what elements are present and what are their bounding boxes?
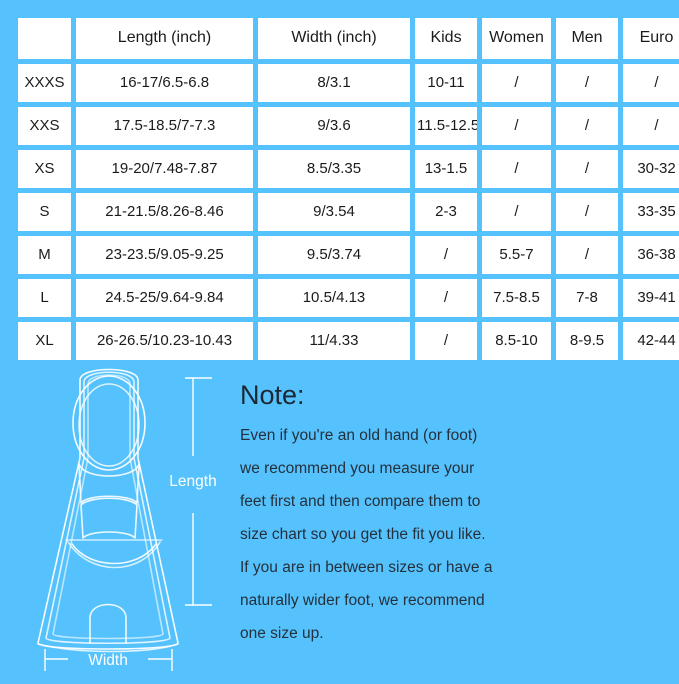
table-corner-cell	[18, 18, 71, 59]
table-row: L 24.5-25/9.64-9.84 10.5/4.13 / 7.5-8.5 …	[18, 278, 679, 317]
width-label: Width	[88, 652, 128, 669]
cell-women: /	[482, 106, 551, 145]
note-line: Even if you're an old hand (or foot)	[240, 427, 478, 444]
cell-men: /	[556, 149, 618, 188]
table-row: XS 19-20/7.48-7.87 8.5/3.35 13-1.5 / / 3…	[18, 149, 679, 188]
cell-length: 16-17/6.5-6.8	[76, 63, 253, 102]
column-header-euro: Euro	[623, 18, 679, 59]
cell-kids: 10-11	[415, 63, 477, 102]
row-size-label: XXS	[18, 106, 71, 145]
cell-width: 11/4.33	[258, 321, 410, 360]
cell-length: 24.5-25/9.64-9.84	[76, 278, 253, 317]
table-row: XXXS 16-17/6.5-6.8 8/3.1 10-11 / / /	[18, 63, 679, 102]
size-chart-table: Length (inch) Width (inch) Kids Women Me…	[13, 13, 679, 365]
cell-kids: 2-3	[415, 192, 477, 231]
note-line: we recommend you measure your	[240, 460, 475, 477]
cell-men: /	[556, 63, 618, 102]
note-title: Note:	[240, 380, 305, 410]
table-row: XL 26-26.5/10.23-10.43 11/4.33 / 8.5-10 …	[18, 321, 679, 360]
row-size-label: L	[18, 278, 71, 317]
column-header-women: Women	[482, 18, 551, 59]
cell-kids: /	[415, 321, 477, 360]
cell-women: /	[482, 63, 551, 102]
cell-women: 8.5-10	[482, 321, 551, 360]
column-header-kids: Kids	[415, 18, 477, 59]
cell-men: /	[556, 106, 618, 145]
cell-men: /	[556, 192, 618, 231]
column-header-men: Men	[556, 18, 618, 59]
note-line: If you are in between sizes or have a	[240, 559, 493, 576]
cell-length: 19-20/7.48-7.87	[76, 149, 253, 188]
size-chart-table-container: Length (inch) Width (inch) Kids Women Me…	[13, 13, 679, 365]
cell-width: 9/3.54	[258, 192, 410, 231]
swim-fin-diagram: Length Width	[20, 368, 235, 679]
cell-euro: /	[623, 63, 679, 102]
cell-men: 7-8	[556, 278, 618, 317]
cell-euro: 42-44	[623, 321, 679, 360]
length-label: Length	[169, 473, 216, 490]
cell-kids: /	[415, 235, 477, 274]
swim-fin-illustration: Length Width	[37, 368, 217, 671]
table-row: XXS 17.5-18.5/7-7.3 9/3.6 11.5-12.5 / / …	[18, 106, 679, 145]
cell-euro: 33-35	[623, 192, 679, 231]
cell-width: 10.5/4.13	[258, 278, 410, 317]
column-header-length: Length (inch)	[76, 18, 253, 59]
note-line: size chart so you get the fit you like.	[240, 526, 486, 543]
row-size-label: S	[18, 192, 71, 231]
cell-width: 9/3.6	[258, 106, 410, 145]
cell-kids: /	[415, 278, 477, 317]
row-size-label: XXXS	[18, 63, 71, 102]
table-row: M 23-23.5/9.05-9.25 9.5/3.74 / 5.5-7 / 3…	[18, 235, 679, 274]
cell-length: 17.5-18.5/7-7.3	[76, 106, 253, 145]
table-header-row: Length (inch) Width (inch) Kids Women Me…	[18, 18, 679, 59]
cell-width: 8/3.1	[258, 63, 410, 102]
cell-women: 7.5-8.5	[482, 278, 551, 317]
cell-men: 8-9.5	[556, 321, 618, 360]
cell-women: /	[482, 192, 551, 231]
cell-width: 9.5/3.74	[258, 235, 410, 274]
cell-women: /	[482, 149, 551, 188]
cell-width: 8.5/3.35	[258, 149, 410, 188]
cell-euro: 39-41	[623, 278, 679, 317]
lower-panel: Length Width Note: Even if you're an old…	[0, 368, 679, 679]
cell-euro: 30-32	[623, 149, 679, 188]
row-size-label: XS	[18, 149, 71, 188]
cell-women: 5.5-7	[482, 235, 551, 274]
cell-length: 23-23.5/9.05-9.25	[76, 235, 253, 274]
cell-kids: 11.5-12.5	[415, 106, 477, 145]
cell-kids: 13-1.5	[415, 149, 477, 188]
length-measure-line	[185, 377, 212, 606]
cell-euro: /	[623, 106, 679, 145]
note-line: naturally wider foot, we recommend	[240, 592, 485, 609]
cell-length: 26-26.5/10.23-10.43	[76, 321, 253, 360]
cell-length: 21-21.5/8.26-8.46	[76, 192, 253, 231]
row-size-label: XL	[18, 321, 71, 360]
note-line: feet first and then compare them to	[240, 493, 481, 510]
table-row: S 21-21.5/8.26-8.46 9/3.54 2-3 / / 33-35	[18, 192, 679, 231]
row-size-label: M	[18, 235, 71, 274]
note-line: one size up.	[240, 625, 324, 642]
column-header-width: Width (inch)	[258, 18, 410, 59]
cell-euro: 36-38	[623, 235, 679, 274]
width-measure-line	[44, 649, 173, 671]
note-block: Note: Even if you're an old hand (or foo…	[240, 382, 665, 650]
cell-men: /	[556, 235, 618, 274]
